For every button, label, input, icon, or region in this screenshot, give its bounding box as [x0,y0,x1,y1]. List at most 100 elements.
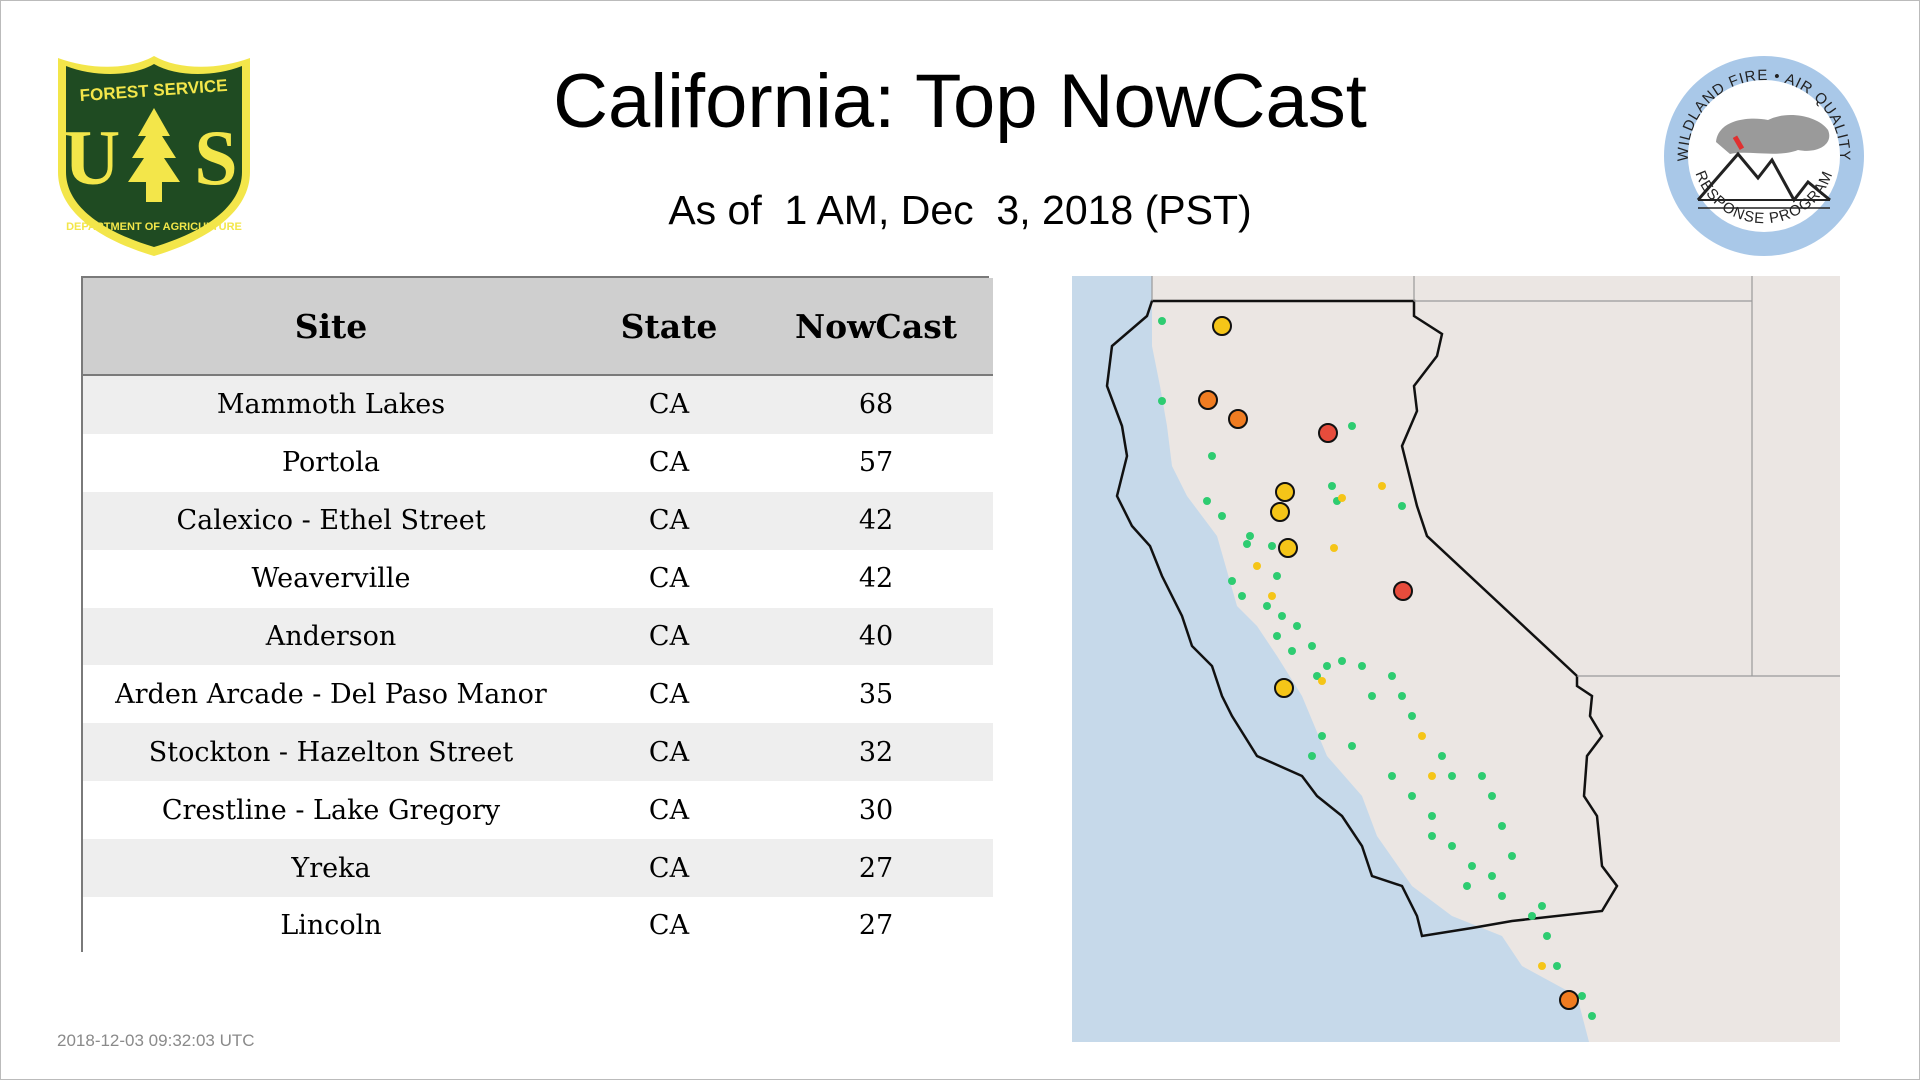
site-good-marker [1243,540,1251,548]
site-moderate-marker [1418,732,1426,740]
cell-site: Yreka [83,839,579,898]
cell-nowcast: 27 [759,897,993,955]
mountain-icon [1696,151,1831,203]
site-good-marker [1278,612,1286,620]
site-good-marker [1293,622,1301,630]
cell-nowcast: 30 [759,781,993,840]
site-good-marker [1468,862,1476,870]
site-good-marker [1308,642,1316,650]
site-good-marker [1488,792,1496,800]
smoke-plume-icon [1716,115,1830,154]
cell-site: Mammoth Lakes [83,375,579,434]
site-good-marker [1543,932,1551,940]
site-good-marker [1158,317,1166,325]
site-usg-marker [1198,390,1218,410]
site-good-marker [1158,397,1166,405]
site-moderate-marker [1428,772,1436,780]
site-good-marker [1246,532,1254,540]
as-of-subtitle: As of 1 AM, Dec 3, 2018 (PST) [668,187,1252,233]
cell-site: Anderson [83,607,579,666]
site-usg-marker [1559,990,1579,1010]
site-moderate-marker [1538,962,1546,970]
table-header-row: Site State NowCast [83,278,993,376]
site-good-marker [1498,822,1506,830]
cell-site: Portola [83,433,579,492]
site-usg-marker [1228,409,1248,429]
header-state: State [579,278,759,376]
cell-site: Weaverville [83,549,579,608]
site-moderate-marker [1212,316,1232,336]
site-good-marker [1273,572,1281,580]
cell-nowcast: 57 [759,433,993,492]
table-row: Crestline - Lake Gregory CA 30 [83,781,993,840]
cell-nowcast: 35 [759,665,993,724]
monitoring-sites [1158,316,1596,1020]
cell-nowcast: 27 [759,839,993,898]
site-good-marker [1368,692,1376,700]
site-good-marker [1228,577,1236,585]
cell-state: CA [579,549,759,608]
site-good-marker [1463,882,1471,890]
california-map [1072,276,1840,1042]
site-good-marker [1448,842,1456,850]
cell-site: Lincoln [83,897,579,955]
cell-state: CA [579,897,759,955]
table-row: Portola CA 57 [83,433,993,492]
site-good-marker [1388,672,1396,680]
site-good-marker [1528,912,1536,920]
site-unhealthy-marker [1318,423,1338,443]
site-good-marker [1288,647,1296,655]
table-row: Lincoln CA 27 [83,897,993,955]
site-good-marker [1588,1012,1596,1020]
logo-s-letter: S [194,114,237,201]
site-moderate-marker [1330,544,1338,552]
site-moderate-marker [1318,677,1326,685]
cell-site: Stockton - Hazelton Street [83,723,579,782]
site-moderate-marker [1253,562,1261,570]
site-good-marker [1328,482,1336,490]
site-good-marker [1218,512,1226,520]
cell-site: Calexico - Ethel Street [83,491,579,550]
california-outline [1105,299,1619,938]
header-site: Site [83,278,579,376]
cell-state: CA [579,665,759,724]
land-mass [1152,276,1840,1042]
site-good-marker [1388,772,1396,780]
cell-state: CA [579,723,759,782]
site-good-marker [1208,452,1216,460]
cell-nowcast: 40 [759,607,993,666]
site-good-marker [1438,752,1446,760]
site-moderate-marker [1378,482,1386,490]
site-good-marker [1538,902,1546,910]
cell-site: Crestline - Lake Gregory [83,781,579,840]
nowcast-table: Site State NowCast Mammoth Lakes CA 68 Port… [81,276,993,955]
site-good-marker [1238,592,1246,600]
site-good-marker [1508,852,1516,860]
site-good-marker [1358,662,1366,670]
site-good-marker [1263,602,1271,610]
site-moderate-marker [1275,482,1295,502]
site-good-marker [1428,832,1436,840]
forest-service-bottom-text: DEPARTMENT OF AGRICULTURE [66,221,242,233]
table-row: Calexico - Ethel Street CA 42 [83,491,993,550]
site-good-marker [1348,742,1356,750]
site-moderate-marker [1274,678,1294,698]
site-good-marker [1313,672,1321,680]
cell-state: CA [579,433,759,492]
site-good-marker [1428,812,1436,820]
site-good-marker [1308,752,1316,760]
site-moderate-marker [1270,502,1290,522]
site-moderate-marker [1338,494,1346,502]
cell-state: CA [579,607,759,666]
site-good-marker [1488,872,1496,880]
site-good-marker [1408,792,1416,800]
site-good-marker [1398,502,1406,510]
cell-state: CA [579,781,759,840]
site-moderate-marker [1278,538,1298,558]
table-row: Arden Arcade - Del Paso Manor CA 35 [83,665,993,724]
site-good-marker [1578,992,1586,1000]
timestamp: 2018-12-03 09:32:03 UTC [57,1031,255,1050]
logo-u-letter: U [64,114,120,201]
site-good-marker [1273,632,1281,640]
site-good-marker [1478,772,1486,780]
